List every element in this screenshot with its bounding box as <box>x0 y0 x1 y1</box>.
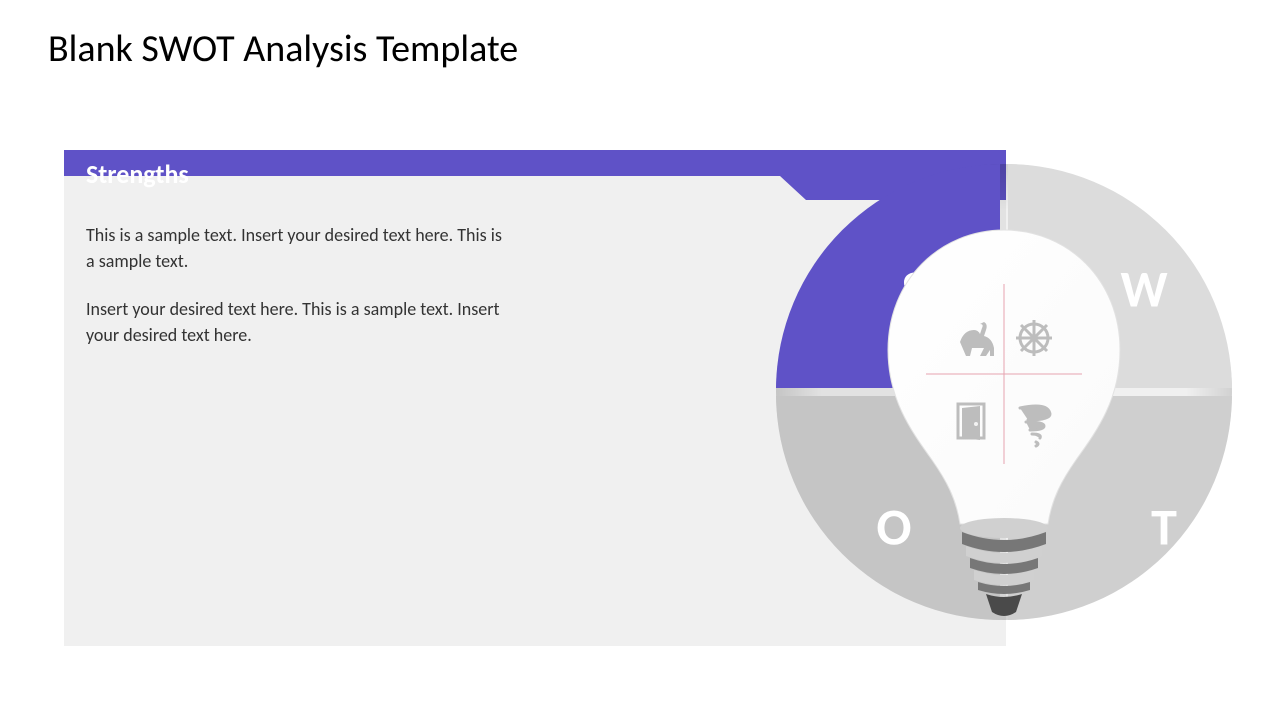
section-heading: Strengths <box>86 158 189 190</box>
page-title: Blank SWOT Analysis Template <box>48 26 518 72</box>
body-paragraph: This is a sample text. Insert your desir… <box>86 222 506 274</box>
quadrant-letter-o: O <box>876 495 911 559</box>
swot-circle-diagram: S W O T <box>776 164 1232 620</box>
slide: Blank SWOT Analysis Template Strengths T… <box>0 0 1280 720</box>
body-paragraph: Insert your desired text here. This is a… <box>86 296 506 348</box>
quadrant-letter-t: T <box>1151 495 1177 559</box>
quadrant-letter-w: W <box>1120 257 1167 321</box>
weakness-wheel-icon <box>1016 320 1052 356</box>
section-body: This is a sample text. Insert your desir… <box>86 222 506 348</box>
